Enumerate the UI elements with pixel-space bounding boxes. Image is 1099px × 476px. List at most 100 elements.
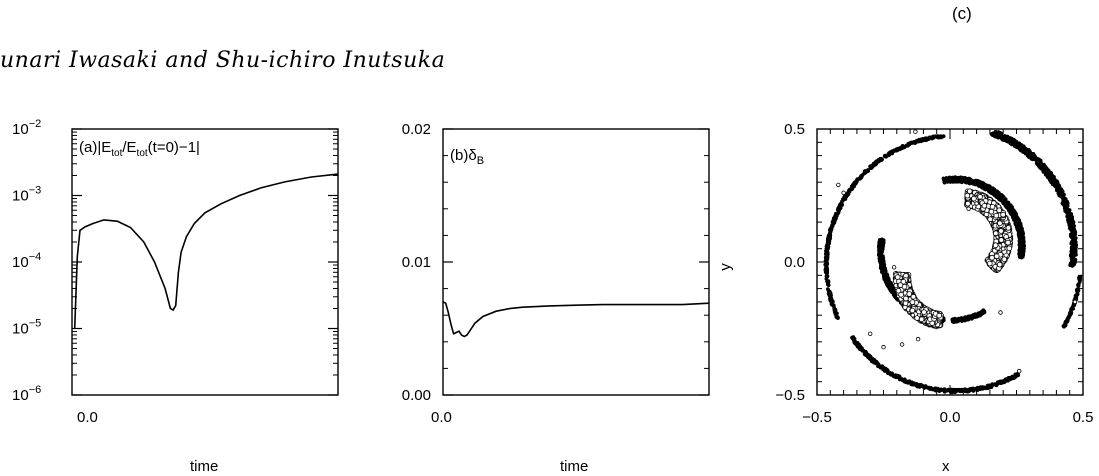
particle-mark	[874, 161, 879, 166]
panel-b-frame	[442, 128, 710, 396]
particle-mark	[897, 374, 902, 379]
particle-mark	[882, 268, 887, 273]
particle-mark	[1059, 191, 1064, 196]
particle-mark	[1075, 292, 1080, 297]
particle-mark	[1049, 171, 1053, 175]
particle-mark	[998, 131, 1002, 135]
figure-panel-tag: (c)	[952, 4, 972, 23]
particle-mark	[1069, 252, 1074, 257]
particle-mark	[950, 317, 955, 322]
particle-mark	[913, 139, 918, 144]
particle-mark	[840, 199, 844, 204]
particle-mark	[911, 382, 916, 387]
particle-mark	[866, 168, 870, 172]
particle-mark	[986, 260, 993, 267]
panel-a-ticks	[72, 128, 338, 396]
particle-mark	[1021, 249, 1026, 254]
particle-mark	[1070, 230, 1075, 235]
particle-mark	[985, 184, 990, 189]
particle-mark	[936, 135, 941, 140]
particle-mark	[987, 216, 993, 223]
particle-mark	[1001, 194, 1006, 199]
panel-a-frame	[71, 128, 339, 396]
particle-mark	[1012, 215, 1017, 220]
particle-mark	[993, 382, 998, 387]
panel-c-y-tick-labels: −0.50.00.5	[775, 121, 805, 404]
panel-c-particle-distribution: −0.50.00.5 −0.5 0.0 0.5 x y	[717, 121, 1093, 475]
particle-mark	[969, 316, 974, 321]
particle-mark	[1020, 243, 1025, 248]
panel-b-y-tick-label: 0.00	[402, 387, 431, 404]
particle-mark	[1017, 226, 1022, 231]
particle-mark	[998, 135, 1003, 140]
particle-mark	[989, 132, 994, 137]
particle-mark	[950, 388, 955, 393]
panel-a-y-tick-label: 10−5	[12, 318, 41, 338]
particle-mark	[954, 387, 959, 392]
particle-mark	[851, 335, 856, 340]
particle-mark	[1071, 258, 1076, 263]
particle-mark	[996, 261, 1003, 268]
particle-mark	[836, 209, 841, 213]
particle-mark	[883, 153, 888, 158]
particle-mark	[824, 274, 829, 279]
particle-mark	[1000, 211, 1006, 218]
particle-mark	[923, 136, 928, 141]
particle-mark	[973, 312, 978, 317]
particle-mark	[1077, 278, 1082, 283]
particle-mark	[825, 279, 830, 284]
particle-mark	[902, 377, 907, 382]
panel-c-x-tick-label: −0.5	[802, 409, 832, 426]
particle-mark	[881, 258, 886, 263]
particle-mark	[953, 317, 958, 322]
panel-a-y-tick-label: 10−4	[12, 251, 41, 271]
particle-mark	[966, 188, 973, 195]
particle-mark	[989, 204, 996, 210]
particle-mark	[962, 387, 967, 392]
particle-mark	[993, 212, 1000, 219]
particle-mark	[1057, 185, 1062, 190]
particle-mark	[994, 193, 999, 198]
particle-mark	[1019, 247, 1024, 252]
particle-mark	[993, 253, 1000, 260]
particle-mark	[888, 150, 893, 155]
particle-mark	[838, 206, 843, 211]
particle-mark	[856, 177, 860, 182]
particle-mark	[1065, 203, 1070, 208]
particle-mark	[1070, 235, 1075, 240]
panel-a-y-tick-label: 10−3	[12, 185, 41, 205]
particle-mark	[980, 310, 985, 314]
particle-mark	[834, 312, 839, 317]
particle-mark	[1071, 306, 1076, 311]
particle-mark	[1053, 181, 1058, 186]
particle-mark	[854, 180, 859, 185]
particle-mark	[833, 215, 838, 220]
panel-c-x-tick-labels: −0.5 0.0 0.5	[802, 409, 1093, 426]
particle-mark	[1019, 143, 1024, 148]
particle-mark	[877, 246, 882, 251]
particle-mark	[989, 254, 995, 261]
particle-mark	[1072, 247, 1077, 252]
particle-mark	[1061, 324, 1066, 328]
particle-mark	[992, 242, 999, 249]
particle-mark	[828, 292, 833, 297]
particle-mark	[880, 242, 885, 247]
particle-mark	[884, 277, 889, 281]
particle-mark	[1005, 225, 1012, 231]
particle-mark	[1076, 284, 1081, 289]
particle-mark	[949, 177, 953, 182]
particle-mark	[942, 178, 947, 183]
particle-mark	[1001, 137, 1005, 142]
author-line: unari Iwasaki and Shu-ichiro Inutsuka	[0, 48, 446, 73]
particle-mark	[827, 235, 832, 240]
particle-mark	[847, 187, 852, 192]
particle-mark	[1001, 256, 1008, 263]
particle-mark	[965, 200, 971, 207]
particle-mark	[877, 251, 882, 256]
particle-mark	[1027, 155, 1031, 159]
panel-b-x-axis-title: time	[560, 458, 588, 475]
particle-mark	[1068, 219, 1073, 224]
particle-mark	[997, 220, 1003, 227]
particle-mark	[998, 228, 1004, 234]
particle-mark	[863, 170, 868, 175]
